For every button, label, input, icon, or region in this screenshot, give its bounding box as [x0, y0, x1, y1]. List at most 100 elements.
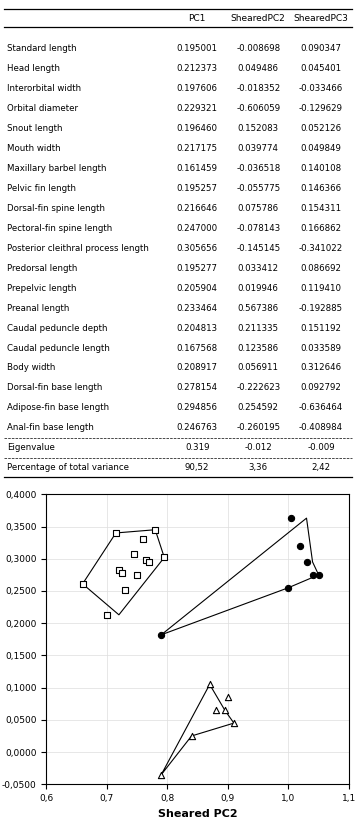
Text: -0.078143: -0.078143	[236, 224, 281, 233]
Text: Prepelvic length: Prepelvic length	[7, 283, 77, 292]
Text: PC1: PC1	[188, 14, 206, 23]
Text: 0.254592: 0.254592	[238, 404, 279, 413]
Text: Pectoral-fin spine length: Pectoral-fin spine length	[7, 224, 112, 233]
Point	[122, 583, 128, 596]
Text: 0.208917: 0.208917	[177, 364, 218, 373]
Text: Adipose-fin base length: Adipose-fin base length	[7, 404, 109, 413]
Text: 90,52: 90,52	[185, 463, 209, 472]
Text: Caudal peduncle length: Caudal peduncle length	[7, 343, 110, 352]
Point	[304, 556, 309, 569]
Point	[143, 553, 149, 566]
Text: Anal-fin base length: Anal-fin base length	[7, 423, 94, 432]
Text: 0.123586: 0.123586	[238, 343, 279, 352]
Text: Head length: Head length	[7, 64, 60, 73]
Text: Body width: Body width	[7, 364, 56, 373]
Point	[298, 539, 303, 552]
Text: 0.039774: 0.039774	[238, 144, 279, 153]
Text: Pelvic fin length: Pelvic fin length	[7, 184, 76, 193]
Text: 0.229321: 0.229321	[177, 104, 218, 113]
Text: 0.197606: 0.197606	[177, 83, 218, 92]
Text: Eigenvalue: Eigenvalue	[7, 444, 55, 453]
Text: -0.036518: -0.036518	[236, 163, 281, 172]
Text: 0.278154: 0.278154	[177, 383, 218, 392]
Text: 0.090347: 0.090347	[300, 43, 341, 52]
Text: Mouth width: Mouth width	[7, 144, 61, 153]
Text: 0.567386: 0.567386	[238, 304, 279, 313]
Text: 0.052126: 0.052126	[300, 123, 342, 132]
X-axis label: Sheared PC2: Sheared PC2	[158, 809, 237, 817]
Text: Dorsal-fin spine length: Dorsal-fin spine length	[7, 203, 105, 212]
Point	[119, 566, 125, 579]
Text: 2,42: 2,42	[312, 463, 331, 472]
Text: ShearedPC2: ShearedPC2	[231, 14, 286, 23]
Text: 0.205904: 0.205904	[177, 283, 218, 292]
Point	[225, 691, 231, 704]
Text: 0.305656: 0.305656	[177, 243, 218, 252]
Point	[213, 703, 219, 717]
Text: Interorbital width: Interorbital width	[7, 83, 81, 92]
Text: 0.049849: 0.049849	[300, 144, 341, 153]
Text: Predorsal length: Predorsal length	[7, 264, 77, 273]
Point	[134, 569, 140, 582]
Text: -0.341022: -0.341022	[299, 243, 343, 252]
Text: -0.606059: -0.606059	[236, 104, 280, 113]
Text: Caudal peduncle depth: Caudal peduncle depth	[7, 324, 108, 333]
Point	[80, 578, 85, 591]
Text: 0.075786: 0.075786	[238, 203, 279, 212]
Point	[113, 526, 119, 539]
Text: Posterior cleithral process length: Posterior cleithral process length	[7, 243, 149, 252]
Text: 0.196460: 0.196460	[177, 123, 218, 132]
Point	[146, 556, 152, 569]
Text: Percentage of total variance: Percentage of total variance	[7, 463, 129, 472]
Text: Standard length: Standard length	[7, 43, 77, 52]
Point	[316, 569, 321, 582]
Point	[116, 564, 122, 577]
Point	[310, 569, 315, 582]
Text: -0.008698: -0.008698	[236, 43, 280, 52]
Text: -0.192885: -0.192885	[299, 304, 343, 313]
Point	[104, 609, 110, 622]
Text: 0.056911: 0.056911	[238, 364, 279, 373]
Text: 0.216646: 0.216646	[177, 203, 218, 212]
Text: -0.018352: -0.018352	[236, 83, 281, 92]
Text: 0.161459: 0.161459	[177, 163, 218, 172]
Text: -0.009: -0.009	[307, 444, 335, 453]
Text: 0.033589: 0.033589	[300, 343, 341, 352]
Text: 0.019946: 0.019946	[238, 283, 279, 292]
Point	[152, 523, 158, 536]
Text: 0.045401: 0.045401	[300, 64, 342, 73]
Text: 0.217175: 0.217175	[177, 144, 218, 153]
Text: -0.260195: -0.260195	[236, 423, 280, 432]
Text: 0.049486: 0.049486	[238, 64, 279, 73]
Point	[286, 581, 291, 594]
Text: -0.055775: -0.055775	[236, 184, 281, 193]
Text: 0.146366: 0.146366	[300, 184, 342, 193]
Text: 0.119410: 0.119410	[300, 283, 341, 292]
Point	[158, 768, 164, 781]
Text: ShearedPC3: ShearedPC3	[294, 14, 349, 23]
Point	[231, 717, 237, 730]
Point	[189, 730, 194, 743]
Text: 0.319: 0.319	[185, 444, 209, 453]
Text: 0.086692: 0.086692	[300, 264, 341, 273]
Text: -0.012: -0.012	[244, 444, 272, 453]
Text: 0.092792: 0.092792	[300, 383, 341, 392]
Text: -0.129629: -0.129629	[299, 104, 343, 113]
Text: 0.294856: 0.294856	[177, 404, 218, 413]
Point	[207, 678, 213, 691]
Text: 0.246763: 0.246763	[177, 423, 218, 432]
Text: Maxillary barbel length: Maxillary barbel length	[7, 163, 106, 172]
Text: Snout length: Snout length	[7, 123, 63, 132]
Text: 0.211335: 0.211335	[238, 324, 279, 333]
Point	[158, 628, 164, 641]
Text: 0.166862: 0.166862	[300, 224, 342, 233]
Text: Preanal length: Preanal length	[7, 304, 69, 313]
Text: 0.033412: 0.033412	[238, 264, 279, 273]
Text: 0.195001: 0.195001	[177, 43, 218, 52]
Point	[140, 533, 146, 546]
Text: Dorsal-fin base length: Dorsal-fin base length	[7, 383, 103, 392]
Text: -0.222623: -0.222623	[236, 383, 281, 392]
Text: 0.195257: 0.195257	[177, 184, 218, 193]
Text: -0.145145: -0.145145	[236, 243, 281, 252]
Text: 0.247000: 0.247000	[177, 224, 218, 233]
